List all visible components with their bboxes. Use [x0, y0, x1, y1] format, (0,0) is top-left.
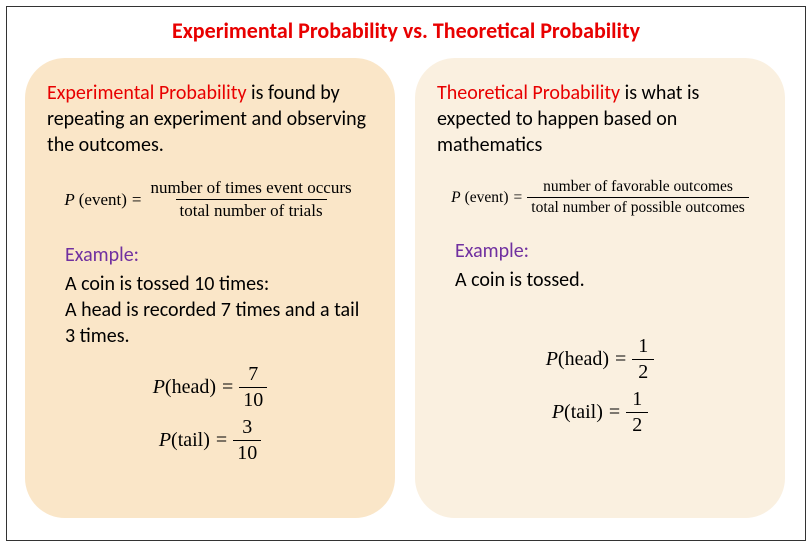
result-arg: (head) — [165, 376, 216, 399]
equals-sign: = — [609, 401, 620, 424]
example-body-left: A coin is tossed 10 times: A head is rec… — [65, 271, 373, 349]
example-body-right: A coin is tossed. — [455, 267, 763, 293]
card-theoretical: Theoretical Probability is what is expec… — [415, 58, 785, 518]
equals-sign: = — [132, 190, 142, 210]
result-num: 3 — [236, 416, 258, 440]
columns-container: Experimental Probability is found by rep… — [25, 58, 787, 518]
formula-fraction: number of times event occurs total numbe… — [147, 178, 356, 221]
result-den: 2 — [632, 359, 654, 384]
example-label-left: Example: — [65, 243, 373, 267]
result-arg: (tail) — [171, 429, 210, 452]
formula-arg: (event) — [465, 189, 509, 207]
result-lhs: P — [153, 376, 165, 399]
definition-theoretical: Theoretical Probability is what is expec… — [437, 80, 763, 158]
result-tail-left: P(tail) = 3 10 — [47, 416, 373, 465]
result-num: 7 — [242, 363, 264, 387]
term-theoretical: Theoretical Probability — [437, 81, 620, 105]
formula-numerator: number of favorable outcomes — [539, 178, 737, 197]
result-den: 2 — [626, 412, 648, 437]
result-fraction: 1 2 — [626, 388, 648, 437]
spacer — [437, 307, 763, 331]
page-title: Experimental Probability vs. Theoretical… — [25, 17, 787, 44]
result-den: 10 — [239, 387, 267, 412]
result-head-right: P(head) = 1 2 — [437, 335, 763, 384]
formula-arg: (event) — [79, 190, 127, 210]
equals-sign: = — [222, 376, 233, 399]
formula-numerator: number of times event occurs — [147, 178, 356, 199]
result-arg: (tail) — [564, 401, 603, 424]
page-frame: Experimental Probability vs. Theoretical… — [6, 6, 806, 541]
equals-sign: = — [615, 348, 626, 371]
result-head-left: P(head) = 7 10 — [47, 363, 373, 412]
card-experimental: Experimental Probability is found by rep… — [25, 58, 395, 518]
result-arg: (head) — [558, 348, 609, 371]
result-lhs: P — [546, 348, 558, 371]
result-lhs: P — [552, 401, 564, 424]
result-fraction: 3 10 — [233, 416, 261, 465]
example-line2-left: A head is recorded 7 times and a tail 3 … — [65, 298, 359, 348]
formula-fraction: number of favorable outcomes total numbe… — [527, 178, 749, 217]
definition-experimental: Experimental Probability is found by rep… — [47, 80, 373, 158]
formula-theoretical: P (event) = number of favorable outcomes … — [437, 178, 763, 217]
result-fraction: 7 10 — [239, 363, 267, 412]
formula-lhs: P — [451, 189, 460, 207]
formula-experimental: P(event) = number of times event occurs … — [47, 178, 373, 221]
formula-denominator: total number of possible outcomes — [527, 197, 749, 217]
result-den: 10 — [233, 440, 261, 465]
example-line1-right: A coin is tossed. — [455, 268, 585, 292]
equals-sign: = — [216, 429, 227, 452]
result-fraction: 1 2 — [632, 335, 654, 384]
formula-lhs: P — [64, 190, 74, 210]
result-lhs: P — [159, 429, 171, 452]
example-line1-left: A coin is tossed 10 times: — [65, 272, 269, 296]
result-tail-right: P(tail) = 1 2 — [437, 388, 763, 437]
result-num: 1 — [632, 335, 654, 359]
formula-denominator: total number of trials — [176, 199, 327, 221]
result-num: 1 — [626, 388, 648, 412]
example-label-right: Example: — [455, 239, 763, 263]
equals-sign: = — [514, 189, 523, 207]
term-experimental: Experimental Probability — [47, 81, 247, 105]
